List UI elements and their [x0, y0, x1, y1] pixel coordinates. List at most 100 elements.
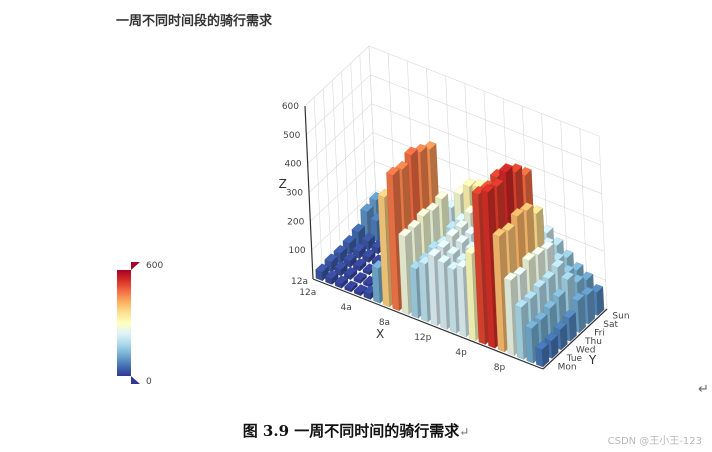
x-tick-label: 12a	[299, 288, 316, 298]
y-tick-label: Sat	[603, 320, 618, 330]
bar-top-face	[562, 309, 576, 319]
y-tick-label: Tue	[566, 354, 583, 364]
bar-top-face	[540, 240, 554, 250]
visual-map-min-label: 0	[146, 377, 152, 387]
y-tick-label: Wed	[576, 346, 596, 356]
caption-text: 图 3.9 一周不同时间的骑行需求	[242, 422, 460, 440]
bar-top-face	[334, 275, 348, 285]
bar-tue-3a[interactable]	[353, 272, 367, 284]
bar-top-face	[404, 146, 418, 156]
bar-top-face	[524, 320, 539, 329]
bar-top-face	[490, 178, 504, 188]
caption-return-symbol: ↵	[459, 425, 470, 439]
bar-top-face	[550, 259, 565, 268]
z-axis-line	[304, 105, 314, 280]
bar-top-face	[535, 341, 549, 350]
figure-caption: 图 3.9 一周不同时间的骑行需求↵	[0, 420, 712, 441]
bar-side-face	[587, 289, 596, 325]
z-tick-label: 600	[282, 102, 299, 112]
bar-wed-2a[interactable]	[352, 258, 367, 272]
return-mark: ↵	[698, 382, 709, 397]
bar-mon-2a[interactable]	[334, 275, 349, 289]
bar-top-face	[361, 233, 375, 242]
z-level-gridline	[307, 103, 602, 194]
z-tick-label: 300	[286, 189, 303, 199]
bar-top-face	[416, 208, 430, 217]
bar-top-face	[543, 300, 557, 309]
bar-top-face	[580, 286, 594, 296]
z-level-gridline	[306, 74, 601, 166]
visual-map-min-handle[interactable]	[131, 376, 140, 384]
bar-top-face	[333, 245, 347, 254]
bar-mon-11p[interactable]	[535, 341, 550, 368]
bar-side-face	[577, 294, 586, 334]
bar-top-face	[541, 270, 556, 280]
bar-top-face	[513, 266, 527, 276]
bar-thu-2a[interactable]	[362, 248, 376, 263]
bar-top-face	[560, 271, 575, 281]
visual-map-gradient-bar[interactable]	[117, 270, 131, 376]
bar-top-face	[351, 223, 365, 233]
z-tick-label: 100	[288, 246, 305, 256]
bar-top-face	[532, 279, 546, 288]
bar-mon-1a[interactable]	[325, 270, 339, 285]
bar-top-face	[353, 284, 368, 294]
bar-tue-2a[interactable]	[343, 266, 358, 281]
x-tick-label: 8p	[494, 363, 506, 373]
bar-top-face	[531, 246, 545, 256]
bar-top-face	[454, 219, 469, 229]
bar-top-face	[455, 234, 469, 244]
bar-top-face	[445, 228, 459, 237]
z-tick-label: 400	[284, 160, 301, 170]
bar-top-face	[523, 290, 537, 300]
z-tick-label: 500	[283, 131, 300, 141]
z-tick-label: 200	[287, 217, 304, 227]
bar-top-face	[510, 208, 524, 217]
bar-front-face	[535, 346, 544, 368]
bar-top-face	[395, 161, 409, 170]
bar-thu-1a[interactable]	[352, 243, 366, 260]
visual-map-max-label: 600	[146, 261, 163, 271]
bar-top-face	[425, 202, 440, 212]
bar-top-face	[407, 219, 421, 229]
bar-top-face	[436, 239, 450, 249]
bar-top-face	[534, 311, 548, 321]
csdn-watermark: CSDN @王小王-123	[607, 436, 702, 447]
bar-top-face	[315, 263, 329, 273]
bar-top-face	[362, 248, 376, 258]
z-axis-name: Z	[279, 177, 287, 191]
bar-top-face	[553, 321, 567, 330]
x-axis-name: X	[376, 327, 384, 341]
bar-top-face	[519, 202, 534, 212]
bar-top-face	[514, 299, 528, 308]
bar-top-face	[446, 246, 460, 255]
y-tick-label: Mon	[558, 363, 577, 373]
bar-top-face	[360, 203, 374, 213]
bar-top-face	[499, 164, 513, 173]
bar-top-face	[353, 272, 367, 281]
bar-top-face	[344, 280, 358, 290]
bar-top-face	[334, 261, 348, 270]
y-axis-name: Y	[588, 353, 597, 367]
x-tick-label: 4p	[455, 348, 467, 358]
bar-top-face	[503, 272, 518, 281]
bar-top-face	[544, 332, 558, 342]
visual-map-max-handle[interactable]	[131, 262, 140, 270]
bar-top-face	[552, 288, 566, 298]
x-tick-label: 12p	[414, 333, 431, 343]
x-tick-label: 8a	[379, 318, 390, 328]
bar-mon-3a[interactable]	[344, 280, 358, 293]
visual-map[interactable]: 600 0	[117, 261, 163, 387]
bar-mon-12a[interactable]	[315, 263, 329, 282]
bar-top-face	[501, 222, 516, 232]
bar-top-face	[342, 235, 356, 244]
y-tick-label: Thu	[584, 337, 602, 347]
bar-top-face	[571, 292, 585, 302]
bar-top-face	[492, 228, 506, 237]
bar-top-face	[352, 243, 366, 252]
y-axis-line	[542, 308, 608, 370]
z-tick-label-base: 12a	[291, 277, 308, 287]
bar-top-face	[462, 178, 476, 188]
bar-top-face	[386, 166, 400, 176]
